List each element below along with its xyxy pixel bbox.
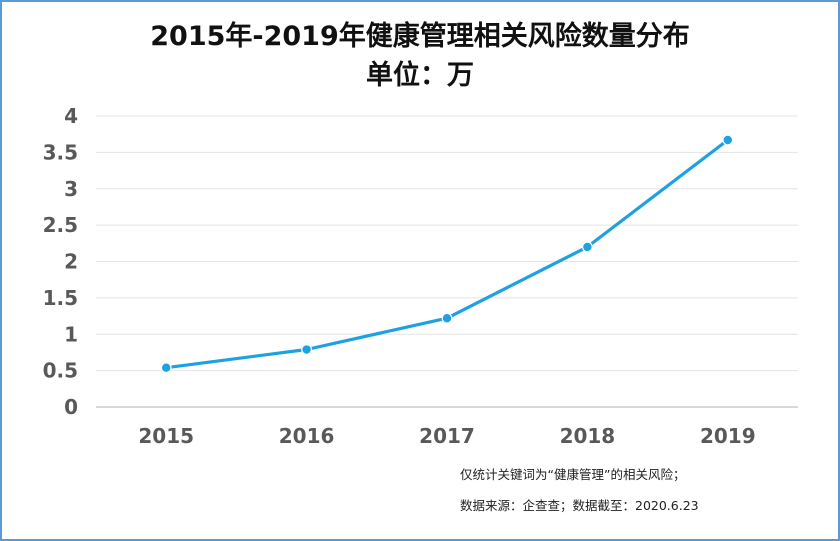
y-tick-label: 1 (64, 322, 78, 346)
y-tick-label: 0.5 (43, 359, 78, 383)
x-tick-label: 2017 (419, 424, 475, 448)
x-tick-label: 2019 (700, 424, 756, 448)
chart-subtitle: 单位：万 (366, 59, 474, 91)
chart-title: 2015年-2019年健康管理相关风险数量分布 (150, 20, 690, 52)
data-point-2019 (722, 134, 734, 146)
x-tick-label: 2015 (138, 424, 194, 448)
data-point-2016 (301, 344, 313, 355)
series-line (164, 138, 730, 370)
y-tick-label: 2 (64, 250, 78, 274)
footnote-source: 数据来源：企查查；数据截至：2020.6.23 (460, 498, 699, 513)
x-tick-label: 2016 (279, 424, 335, 448)
x-tick-label: 2018 (560, 424, 616, 448)
y-tick-label: 2.5 (43, 213, 78, 237)
data-point-2018 (582, 241, 593, 253)
y-tick-label: 3 (64, 177, 78, 201)
footnote-scope: 仅统计关键词为“健康管理”的相关风险； (460, 467, 685, 482)
y-tick-label: 0 (64, 395, 78, 419)
data-point-2017 (441, 312, 453, 324)
y-tick-label: 4 (64, 104, 78, 128)
y-tick-label: 1.5 (43, 286, 78, 310)
y-tick-label: 3.5 (43, 140, 78, 164)
data-point-2015 (160, 362, 172, 374)
